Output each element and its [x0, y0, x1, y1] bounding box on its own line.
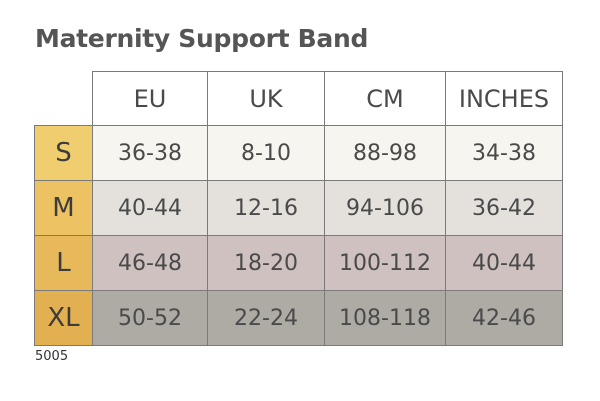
table-row: S 36-38 8-10 88-98 34-38: [34, 125, 563, 181]
table-row: XL 50-52 22-24 108-118 42-46: [34, 290, 563, 346]
column-header-inches: INCHES: [445, 71, 563, 126]
column-header-uk: UK: [207, 71, 325, 126]
size-label: M: [34, 180, 93, 236]
table-cell: 34-38: [445, 125, 563, 181]
header-row: EU UK CM INCHES: [35, 71, 563, 126]
product-code: 5005: [35, 349, 69, 364]
table-cell: 18-20: [207, 235, 325, 291]
size-label: L: [34, 235, 93, 291]
column-header-eu: EU: [92, 71, 208, 126]
size-label: S: [34, 125, 93, 181]
table-cell: 50-52: [92, 290, 208, 346]
corner-cell: [35, 72, 93, 126]
table-cell: 36-38: [92, 125, 208, 181]
table-cell: 108-118: [324, 290, 446, 346]
table-cell: 46-48: [92, 235, 208, 291]
table-cell: 36-42: [445, 180, 563, 236]
size-label: XL: [34, 290, 93, 346]
table-cell: 40-44: [92, 180, 208, 236]
column-header-cm: CM: [324, 71, 446, 126]
table-row: M 40-44 12-16 94-106 36-42: [34, 180, 563, 236]
table-cell: 42-46: [445, 290, 563, 346]
table-cell: 100-112: [324, 235, 446, 291]
page-title: Maternity Support Band: [35, 24, 369, 53]
table-cell: 40-44: [445, 235, 563, 291]
table-cell: 88-98: [324, 125, 446, 181]
table-row: L 46-48 18-20 100-112 40-44: [34, 235, 563, 291]
table-cell: 8-10: [207, 125, 325, 181]
table-cell: 22-24: [207, 290, 325, 346]
table-cell: 12-16: [207, 180, 325, 236]
size-chart-table: EU UK CM INCHES S 36-38 8-10 88-98 34-38…: [34, 71, 563, 346]
table-cell: 94-106: [324, 180, 446, 236]
